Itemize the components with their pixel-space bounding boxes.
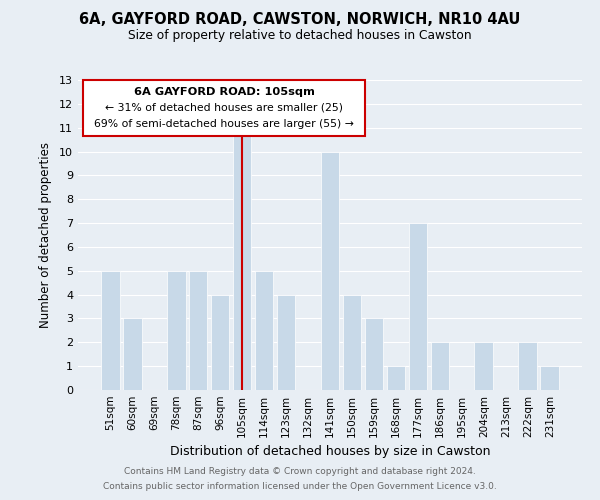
Bar [167,271,185,390]
Bar [386,366,405,390]
Bar [211,294,229,390]
Text: 6A, GAYFORD ROAD, CAWSTON, NORWICH, NR10 4AU: 6A, GAYFORD ROAD, CAWSTON, NORWICH, NR10… [79,12,521,28]
Text: ← 31% of detached houses are smaller (25): ← 31% of detached houses are smaller (25… [105,103,343,113]
Text: 69% of semi-detached houses are larger (55) →: 69% of semi-detached houses are larger (… [94,118,354,128]
Bar [475,342,493,390]
Bar [541,366,559,390]
Text: Contains public sector information licensed under the Open Government Licence v3: Contains public sector information licen… [103,482,497,491]
Bar [255,271,274,390]
Bar [343,294,361,390]
Text: 6A GAYFORD ROAD: 105sqm: 6A GAYFORD ROAD: 105sqm [134,87,314,97]
Bar [320,152,340,390]
Y-axis label: Number of detached properties: Number of detached properties [39,142,52,328]
Text: Size of property relative to detached houses in Cawston: Size of property relative to detached ho… [128,29,472,42]
Bar [431,342,449,390]
Bar [277,294,295,390]
Bar [101,271,119,390]
Bar [409,223,427,390]
FancyBboxPatch shape [83,80,365,136]
Text: Contains HM Land Registry data © Crown copyright and database right 2024.: Contains HM Land Registry data © Crown c… [124,467,476,476]
X-axis label: Distribution of detached houses by size in Cawston: Distribution of detached houses by size … [170,446,490,458]
Bar [123,318,142,390]
Bar [189,271,208,390]
Bar [518,342,537,390]
Bar [365,318,383,390]
Bar [233,128,251,390]
